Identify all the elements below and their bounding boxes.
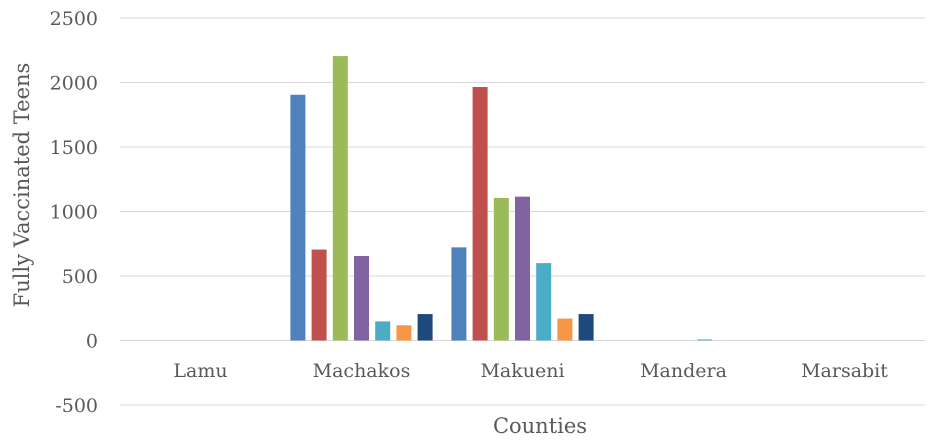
- bar-machakos-4: [354, 256, 369, 341]
- bar-makueni-1: [451, 247, 467, 341]
- x-tick-label: Makueni: [480, 360, 564, 382]
- y-tick-label: 2500: [50, 8, 98, 30]
- y-tick-label: 0: [86, 331, 98, 353]
- bar-makueni-6: [557, 318, 573, 341]
- bar-makueni-5: [536, 263, 552, 341]
- x-tick-label: Marsabit: [801, 360, 888, 382]
- bar-machakos-3: [332, 56, 348, 341]
- x-tick-label: Lamu: [173, 360, 227, 382]
- bar-makueni-4: [515, 196, 530, 341]
- bars: [290, 56, 713, 341]
- x-tick-label: Machakos: [313, 360, 411, 382]
- bar-makueni-2: [472, 87, 488, 341]
- y-axis-ticks: -500 0 500 1000 1500 2000 2500: [50, 8, 98, 417]
- bar-machakos-2: [311, 249, 327, 341]
- bar-makueni-7: [578, 314, 594, 341]
- y-tick-label: 2000: [50, 73, 98, 95]
- y-tick-label: 1000: [50, 202, 98, 224]
- x-axis-title: Counties: [493, 414, 587, 438]
- bar-machakos-6: [396, 325, 412, 341]
- y-axis-title: Fully Vaccinated Teens: [10, 63, 34, 308]
- y-tick-label: 1500: [50, 137, 98, 159]
- x-axis-ticks: Lamu Machakos Makueni Mandera Marsabit: [173, 360, 888, 382]
- bar-machakos-7: [417, 314, 433, 341]
- bar-machakos-1: [290, 94, 306, 341]
- bar-mandera-5: [697, 339, 713, 341]
- y-tick-label: -500: [55, 395, 98, 417]
- bar-machakos-5: [375, 321, 391, 341]
- x-tick-label: Mandera: [640, 360, 727, 382]
- bar-makueni-3: [493, 197, 509, 341]
- y-tick-label: 500: [62, 266, 98, 288]
